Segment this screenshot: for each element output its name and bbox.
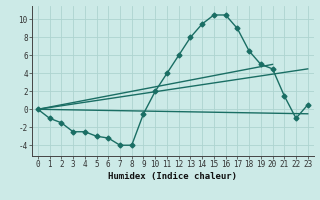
X-axis label: Humidex (Indice chaleur): Humidex (Indice chaleur) bbox=[108, 172, 237, 181]
